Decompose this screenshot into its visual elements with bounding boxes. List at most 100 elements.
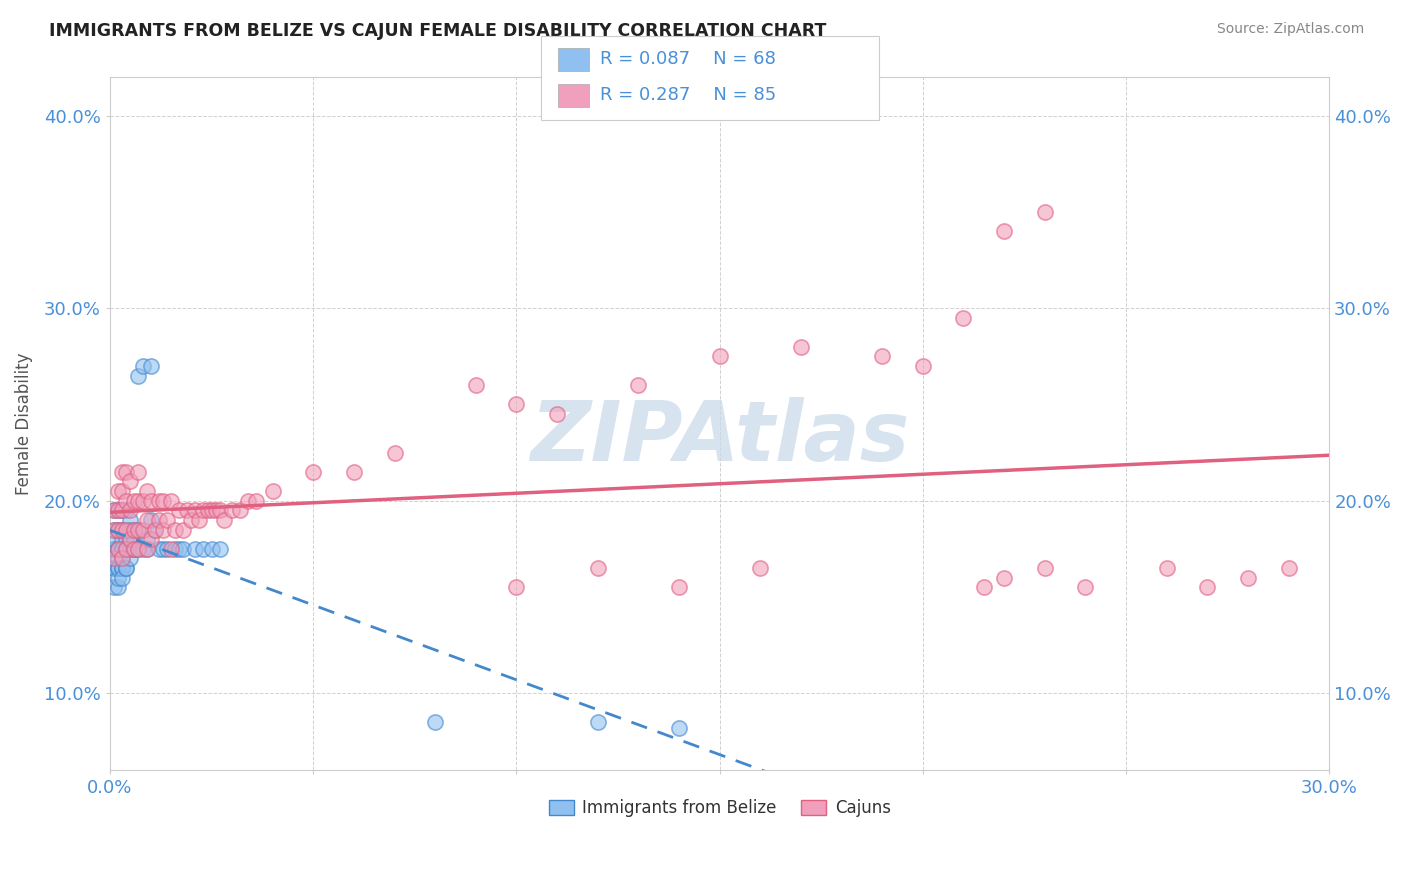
Point <box>464 378 486 392</box>
Point <box>107 503 129 517</box>
Point <box>870 350 893 364</box>
Point <box>111 523 134 537</box>
Point <box>120 532 142 546</box>
Point <box>107 561 129 575</box>
Point <box>139 493 162 508</box>
Point <box>120 523 142 537</box>
Point <box>180 513 202 527</box>
Point <box>111 541 134 556</box>
Point <box>120 532 142 546</box>
Point <box>668 721 690 735</box>
Point <box>111 561 134 575</box>
Point <box>111 503 134 517</box>
Point <box>111 503 134 517</box>
Point <box>107 571 129 585</box>
Point <box>111 465 134 479</box>
Point <box>107 503 129 517</box>
Point <box>546 407 568 421</box>
Point <box>124 541 146 556</box>
Point <box>229 503 252 517</box>
Point <box>115 561 138 575</box>
Point <box>127 523 149 537</box>
Point <box>103 580 125 594</box>
Point <box>201 541 224 556</box>
Point <box>911 359 934 373</box>
Point <box>384 445 406 459</box>
Point <box>172 523 194 537</box>
Point <box>135 532 157 546</box>
Point <box>115 523 138 537</box>
Point <box>127 541 149 556</box>
Point <box>505 397 527 411</box>
Point <box>115 541 138 556</box>
Point <box>139 532 162 546</box>
Point <box>107 541 129 556</box>
Point <box>184 541 207 556</box>
Point <box>111 532 134 546</box>
Point <box>120 541 142 556</box>
Point <box>139 359 162 373</box>
Point <box>111 571 134 585</box>
Point <box>208 541 231 556</box>
Point <box>160 541 183 556</box>
Text: IMMIGRANTS FROM BELIZE VS CAJUN FEMALE DISABILITY CORRELATION CHART: IMMIGRANTS FROM BELIZE VS CAJUN FEMALE D… <box>49 22 827 40</box>
Point <box>107 523 129 537</box>
Point <box>212 513 235 527</box>
Point <box>127 368 149 383</box>
Point <box>124 523 146 537</box>
Point <box>172 541 194 556</box>
Point <box>107 484 129 499</box>
Point <box>148 541 170 556</box>
Point <box>131 541 153 556</box>
Point <box>107 541 129 556</box>
Point <box>103 503 125 517</box>
Point <box>204 503 226 517</box>
Point <box>115 541 138 556</box>
Point <box>103 532 125 546</box>
Point <box>127 465 149 479</box>
Point <box>103 541 125 556</box>
Y-axis label: Female Disability: Female Disability <box>15 352 32 495</box>
Point <box>115 493 138 508</box>
Point <box>103 561 125 575</box>
Point <box>1278 561 1301 575</box>
Point <box>423 714 446 729</box>
Point <box>127 541 149 556</box>
Point <box>1197 580 1219 594</box>
Point <box>1033 561 1056 575</box>
Point <box>668 580 690 594</box>
Point <box>107 523 129 537</box>
Point <box>111 541 134 556</box>
Point <box>148 513 170 527</box>
Point <box>193 503 215 517</box>
Point <box>143 523 166 537</box>
Point <box>163 541 186 556</box>
Point <box>143 523 166 537</box>
Point <box>135 541 157 556</box>
Point <box>167 541 190 556</box>
Point <box>245 493 267 508</box>
Point <box>120 513 142 527</box>
Point <box>107 561 129 575</box>
Point <box>120 551 142 566</box>
Point <box>1237 571 1260 585</box>
Point <box>749 561 772 575</box>
Point <box>156 513 179 527</box>
Point <box>302 465 325 479</box>
Text: ZIPAtlas: ZIPAtlas <box>530 397 910 478</box>
Point <box>188 513 211 527</box>
Point <box>131 359 153 373</box>
Point <box>197 503 219 517</box>
Point <box>124 541 146 556</box>
Point <box>184 503 207 517</box>
Point <box>107 523 129 537</box>
Point <box>131 493 153 508</box>
Point <box>111 561 134 575</box>
Point <box>135 513 157 527</box>
Text: R = 0.087    N = 68: R = 0.087 N = 68 <box>600 50 776 68</box>
Point <box>120 503 142 517</box>
Point <box>111 523 134 537</box>
Point <box>139 513 162 527</box>
Point <box>103 523 125 537</box>
Point <box>167 503 190 517</box>
